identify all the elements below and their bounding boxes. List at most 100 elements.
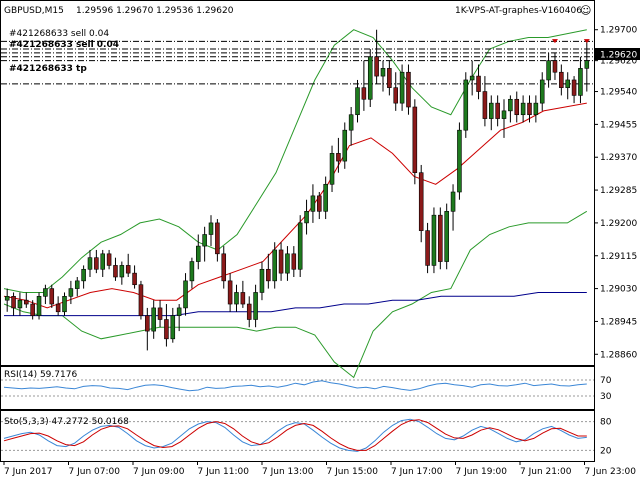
candle-bear xyxy=(266,268,271,282)
candle-bull xyxy=(81,268,86,282)
time-tick-label: 7 Jun 07:00 xyxy=(69,467,121,477)
candle-bear xyxy=(164,319,169,340)
candle-bull xyxy=(348,114,354,131)
candle-bear xyxy=(438,214,443,262)
candle-bull xyxy=(399,71,405,104)
price-panel-frame xyxy=(0,0,595,366)
candle-bear xyxy=(125,265,131,274)
time-tick-label: 7 Jun 09:00 xyxy=(133,467,185,477)
candle-bull xyxy=(546,60,551,81)
candle-bull xyxy=(323,183,328,212)
candle-bear xyxy=(113,265,118,278)
candle-bear xyxy=(132,272,137,286)
price-tick-label: 1.29285 xyxy=(600,186,637,196)
candle-bull xyxy=(74,280,80,289)
candle-bear xyxy=(476,75,481,92)
candle-bull xyxy=(208,222,214,235)
candle-bull xyxy=(310,195,316,212)
candle-bear xyxy=(11,296,16,309)
current-price-label: 1.29620 xyxy=(600,51,637,61)
candle-bear xyxy=(387,68,392,88)
time-tick-label: 7 Jun 11:00 xyxy=(198,467,250,477)
candle-bull xyxy=(329,153,335,185)
rsi-line xyxy=(3,380,587,392)
candle-bull xyxy=(176,307,182,316)
candle-bear xyxy=(30,303,35,316)
candle-bull xyxy=(469,75,475,81)
candle-bull xyxy=(4,296,10,301)
candle-bear xyxy=(278,249,284,274)
candle-bear xyxy=(374,56,379,77)
candle-bear xyxy=(559,71,564,88)
candle-bear xyxy=(418,172,424,231)
stochastic-lines xyxy=(3,418,587,452)
candle-bear xyxy=(527,102,532,116)
candle-bear xyxy=(24,299,29,305)
rsi-title: RSI(14) 59.7176 xyxy=(4,370,77,380)
candle-bull xyxy=(62,296,67,313)
time-tick-label: 7 Jun 15:00 xyxy=(327,467,379,477)
candle-bull xyxy=(195,245,201,262)
time-tick-label: 7 Jun 13:00 xyxy=(262,467,314,477)
sto-main-line xyxy=(3,418,587,452)
indicator-tick-label: 20 xyxy=(600,446,612,456)
candle-bull xyxy=(297,222,303,270)
candle-bear xyxy=(482,91,488,119)
ohlc-readout: 1.29596 1.29670 1.29536 1.29620 xyxy=(76,6,234,16)
time-axis: 7 Jun 2017 7 Jun 07:00 7 Jun 09:00 7 Jun 11… xyxy=(3,461,636,477)
time-tick-label: 7 Jun 19:00 xyxy=(456,467,508,477)
time-tick-label: 7 Jun 21:00 xyxy=(520,467,572,477)
price-tick-label: 1.29620 xyxy=(600,57,637,67)
candle-bear xyxy=(106,253,112,266)
candle-bull xyxy=(202,234,207,247)
candle-bull xyxy=(272,249,277,282)
candle-bear xyxy=(425,230,430,266)
sto-panel-frame xyxy=(0,410,595,462)
symbol-label: GBPUSD,M15 xyxy=(4,6,64,16)
candle-bull xyxy=(488,102,494,119)
candle-bull xyxy=(259,268,265,293)
sto-title: Sto(5,3,3) 47.2772 50.0168 xyxy=(4,417,129,427)
candle-bull xyxy=(457,129,462,193)
candle-bear xyxy=(227,280,233,305)
candle-bull xyxy=(342,129,348,162)
candle-bull xyxy=(578,68,583,96)
price-tick-label: 1.29370 xyxy=(600,153,637,163)
price-tick-label: 1.28860 xyxy=(600,350,637,360)
candle-bear xyxy=(145,315,150,332)
price-tick-label: 1.29455 xyxy=(600,120,637,130)
order-tp-label: #421268633 tp xyxy=(9,64,87,74)
candle-bull xyxy=(501,110,507,119)
candle-bear xyxy=(412,106,418,173)
candle-bull xyxy=(17,299,23,309)
candle-bull xyxy=(100,253,106,270)
candle-bull xyxy=(584,60,590,69)
price-tick-label: 1.29115 xyxy=(600,252,637,262)
rsi-series-line xyxy=(3,380,587,392)
candle-bear xyxy=(221,253,227,282)
candle-bull xyxy=(520,102,526,116)
candle-bull xyxy=(43,288,48,297)
bollinger-bands xyxy=(3,29,588,379)
candle-bear xyxy=(215,222,220,255)
candle-bull xyxy=(170,315,176,340)
current-price-box xyxy=(595,48,640,60)
ma-slow-line xyxy=(4,292,587,317)
candle-bull xyxy=(68,288,74,297)
candle-bull xyxy=(87,257,93,270)
order-sell-label: #421268633 sell 0.04 xyxy=(9,29,109,39)
candle-bull xyxy=(151,307,156,332)
candle-bear xyxy=(138,284,144,316)
order-stacked-label: #421268633 sell 0.04 xyxy=(9,40,119,50)
indicator-tick-label: 80 xyxy=(600,418,612,428)
candle-bull xyxy=(189,261,195,282)
sell-arrow-icon xyxy=(583,39,590,44)
candle-bear xyxy=(240,292,246,305)
candle-bear xyxy=(291,253,297,270)
candle-bear xyxy=(55,303,61,313)
candle-bull xyxy=(355,87,360,116)
price-tick-label: 1.29030 xyxy=(600,285,637,295)
indicator-tick-label: 30 xyxy=(600,392,612,402)
